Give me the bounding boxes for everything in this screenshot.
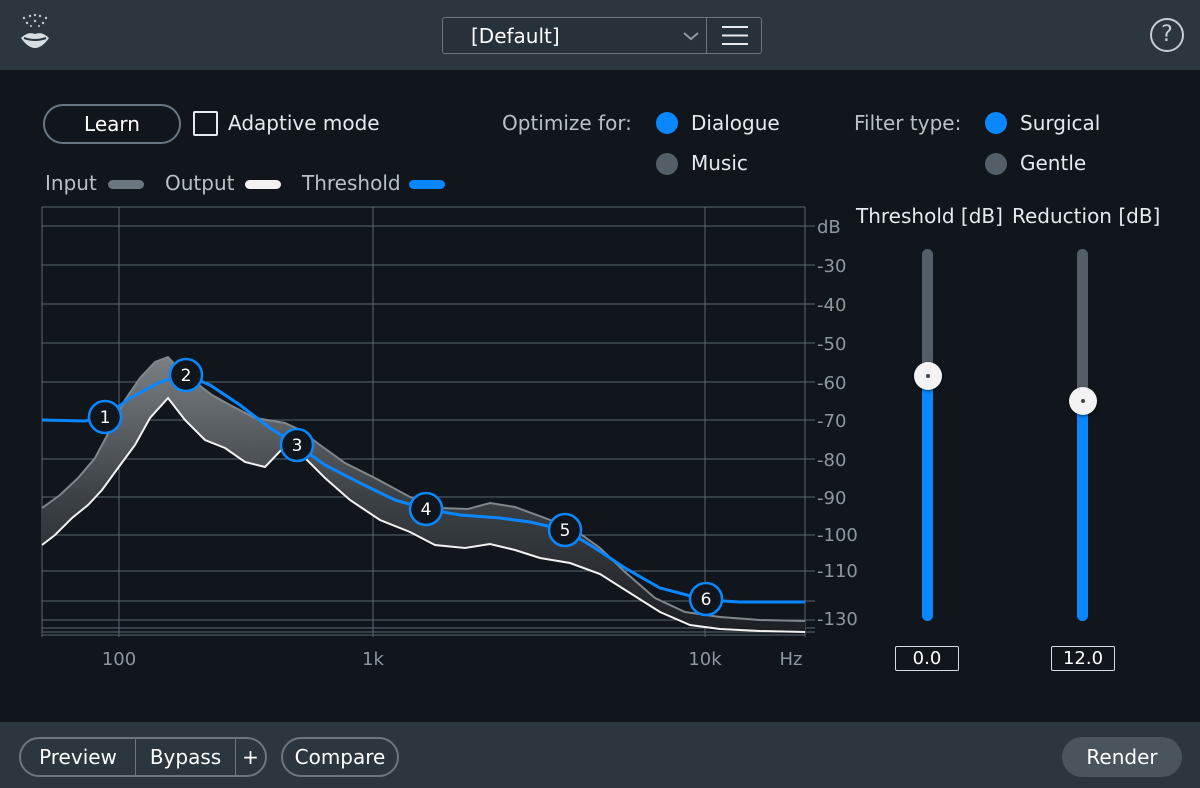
legend-threshold-swatch <box>409 180 445 189</box>
graph-grid <box>41 206 806 637</box>
threshold-node-5[interactable]: 5 <box>547 512 583 548</box>
db-tick-label: -30 <box>817 256 846 277</box>
help-icon[interactable]: ? <box>1150 18 1184 52</box>
legend-input-label: Input <box>45 171 97 195</box>
bypass-plus-button[interactable]: + <box>235 737 267 777</box>
db-tick-label: -80 <box>817 450 846 471</box>
node-3-label: 3 <box>292 436 303 456</box>
preset-selector[interactable]: [Default] <box>442 17 762 54</box>
freq-tick-label: 100 <box>102 649 136 670</box>
db-tick-label: -100 <box>817 525 858 546</box>
freq-tick-label: 10k <box>688 649 722 670</box>
threshold-node-1[interactable]: 1 <box>87 399 123 435</box>
db-tick-label: -130 <box>817 609 858 630</box>
db-tick-label: -70 <box>817 411 846 432</box>
freq-axis-labels: 100 1k 10k Hz <box>102 649 803 670</box>
filter-gentle-label[interactable]: Gentle <box>1020 151 1087 175</box>
filter-surgical-radio[interactable] <box>985 112 1007 134</box>
top-bar: [Default] ? <box>0 0 1200 70</box>
threshold-slider-label: Threshold [dB] <box>856 204 1003 228</box>
bypass-button[interactable]: Bypass <box>135 737 237 777</box>
threshold-slider-thumb[interactable] <box>914 362 942 390</box>
preview-button[interactable]: Preview <box>19 737 137 777</box>
optimize-for-label: Optimize for: <box>502 111 632 135</box>
output-curve <box>41 396 806 633</box>
threshold-node-4[interactable]: 4 <box>408 491 444 527</box>
reduction-value-field[interactable]: 12.0 <box>1051 646 1115 671</box>
threshold-node-6[interactable]: 6 <box>688 581 724 617</box>
learn-button[interactable]: Learn <box>43 104 181 144</box>
db-tick-label: -40 <box>817 295 846 316</box>
node-5-label: 5 <box>560 521 571 541</box>
optimize-music-radio[interactable] <box>656 153 678 175</box>
node-6-label: 6 <box>701 590 712 610</box>
filter-type-label: Filter type: <box>854 111 962 135</box>
node-2-label: 2 <box>181 366 192 386</box>
legend-input-swatch <box>108 180 144 189</box>
legend-threshold-label: Threshold <box>302 171 401 195</box>
freq-unit-label: Hz <box>780 649 803 670</box>
node-4-label: 4 <box>421 500 432 520</box>
threshold-node-2[interactable]: 2 <box>168 357 204 393</box>
input-output-band <box>42 357 805 632</box>
threshold-value-field[interactable]: 0.0 <box>895 646 959 671</box>
optimize-dialogue-radio[interactable] <box>656 112 678 134</box>
db-tick-label: -90 <box>817 488 846 509</box>
db-axis-title: dB <box>817 217 841 238</box>
node-1-label: 1 <box>100 408 111 428</box>
threshold-curve[interactable] <box>41 373 805 604</box>
db-tick-marks <box>805 225 815 633</box>
db-tick-label: -50 <box>817 334 846 355</box>
freq-tick-label: 1k <box>362 649 384 670</box>
filter-surgical-label[interactable]: Surgical <box>1020 111 1101 135</box>
threshold-node-3[interactable]: 3 <box>279 427 315 463</box>
adaptive-mode-checkbox[interactable] <box>193 111 218 136</box>
adaptive-mode-label[interactable]: Adaptive mode <box>228 111 380 135</box>
reduction-slider-label: Reduction [dB] <box>1012 204 1161 228</box>
chevron-down-icon[interactable] <box>679 26 703 46</box>
optimize-music-label[interactable]: Music <box>691 151 748 175</box>
reduction-slider-fill <box>1077 401 1088 621</box>
db-axis-labels: dB -30 -40 -50 -60 -70 -80 -90 -100 -110… <box>817 217 858 630</box>
db-tick-label: -110 <box>817 561 858 582</box>
preset-divider <box>706 18 707 53</box>
legend-output-label: Output <box>165 171 235 195</box>
reduction-slider-thumb[interactable] <box>1069 387 1097 415</box>
threshold-slider-fill <box>922 376 933 621</box>
compare-button[interactable]: Compare <box>281 737 399 777</box>
legend-output-swatch <box>245 180 281 189</box>
mouth-sparkle-icon[interactable] <box>14 12 56 54</box>
optimize-dialogue-label[interactable]: Dialogue <box>691 111 780 135</box>
preset-name[interactable]: [Default] <box>471 24 560 48</box>
render-button[interactable]: Render <box>1062 737 1182 777</box>
filter-gentle-radio[interactable] <box>985 153 1007 175</box>
db-tick-label: -60 <box>817 373 846 394</box>
threshold-nodes[interactable]: 1 2 3 4 5 6 <box>87 357 724 617</box>
hamburger-icon[interactable] <box>707 18 762 53</box>
